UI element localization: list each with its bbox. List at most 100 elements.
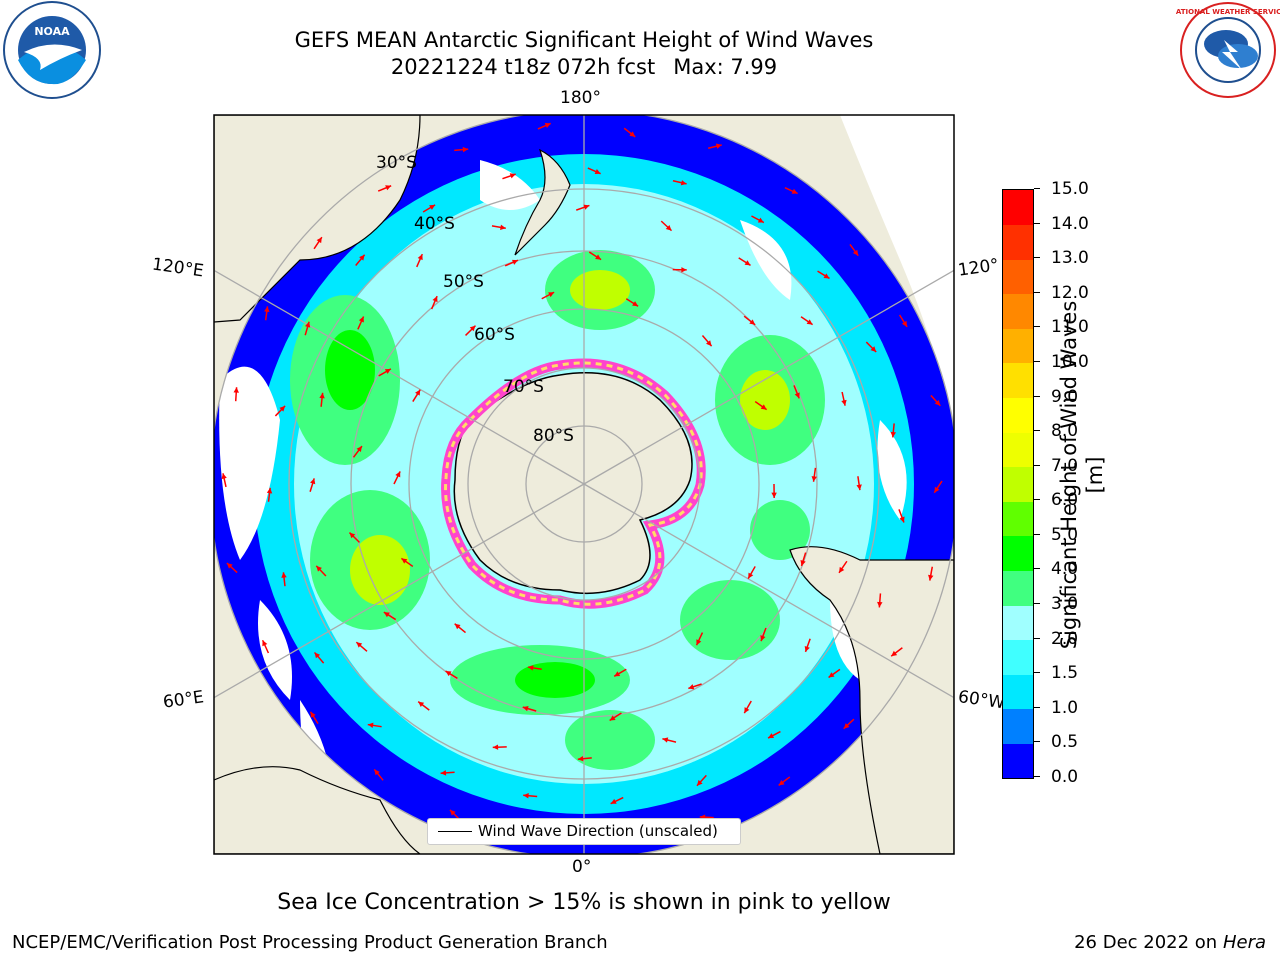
- colorbar-label: Significant Height of Wind Waves [m]: [1057, 300, 1107, 650]
- wind-arrow-head: [449, 809, 456, 816]
- wind-arrow-head: [281, 572, 287, 578]
- lat-label-80s: 80°S: [533, 426, 574, 446]
- wind-arrow-head: [934, 486, 940, 493]
- wind-arrow-head: [804, 645, 810, 652]
- lat-label-60s: 60°S: [474, 325, 515, 345]
- meridian-line: [533, 483, 585, 514]
- wind-arrow-head: [828, 672, 835, 678]
- wind-arrow-head: [527, 665, 534, 671]
- colorbar: [1002, 189, 1034, 779]
- wind-arrow-head: [544, 123, 551, 129]
- wind-arrow-head: [445, 670, 452, 677]
- wind-arrow-head: [492, 744, 499, 750]
- wind-arrow-head: [760, 404, 767, 410]
- wind-arrow-head: [367, 722, 374, 729]
- wind-arrow-head: [778, 779, 785, 786]
- wind-arrow-head: [583, 204, 590, 210]
- wind-arrow-head: [454, 623, 461, 630]
- wind-arrow-head: [852, 249, 859, 256]
- colorbar-tick-label: 4.0: [1034, 559, 1078, 579]
- wind-arrow-head: [823, 273, 830, 279]
- wind-arrow-head: [841, 399, 847, 406]
- wind-arrow-head: [681, 267, 687, 273]
- run-date-text: 26 Dec 2022 on: [1074, 932, 1218, 953]
- wind-arrow-head: [500, 224, 506, 231]
- wind-arrow-head: [349, 532, 356, 539]
- wind-arrow-head: [768, 733, 775, 739]
- wind-arrow-head: [577, 755, 584, 762]
- run-date: 26 Dec 2022 on Hera: [1074, 932, 1266, 953]
- wind-arrow-head: [226, 563, 233, 569]
- wind-arrow-head: [811, 476, 817, 482]
- colorbar-segment: [1003, 328, 1033, 364]
- wind-arrow-head: [757, 217, 764, 223]
- noaa-logo-text: NOAA: [34, 25, 70, 38]
- wind-arrow-head: [610, 798, 617, 804]
- colorbar-tick-label: 3.0: [1034, 594, 1078, 614]
- colorbar-segment: [1003, 674, 1033, 710]
- wind-arrow-head: [359, 254, 365, 261]
- wind-arrow-head: [418, 701, 425, 708]
- machine-name: Hera: [1222, 932, 1266, 953]
- meridian-line: [633, 512, 954, 699]
- wind-arrow-head: [316, 565, 322, 572]
- wind-arrow-head: [760, 635, 766, 642]
- colorbar-tick-label: 10.0: [1034, 352, 1089, 372]
- new-zealand: [514, 148, 571, 256]
- lat-label-70s: 70°S: [503, 377, 544, 397]
- producer-credit: NCEP/EMC/Verification Post Processing Pr…: [12, 932, 608, 953]
- wind-arrow-head: [899, 516, 905, 523]
- wind-arrow-head: [432, 296, 438, 303]
- colorbar-tick-label: 1.5: [1034, 663, 1078, 683]
- wind-arrow-head: [791, 188, 798, 194]
- wind-arrow-head: [680, 180, 687, 186]
- wind-arrow-head: [877, 601, 883, 608]
- lon-label-0: 0°: [572, 857, 592, 877]
- forecast-date: 20221224 t18z 072h fcst: [390, 55, 656, 79]
- wind-arrow-head: [696, 639, 702, 646]
- colorbar-segment: [1003, 639, 1033, 675]
- colorbar-tick-label: 1.0: [1034, 698, 1078, 718]
- wind-arrow-head: [358, 316, 364, 323]
- chart-title: GEFS MEAN Antarctic Significant Height o…: [294, 28, 874, 52]
- wind-arrow-head: [319, 392, 325, 399]
- wind-arrow-head: [509, 173, 516, 179]
- wind-arrow-head: [890, 431, 897, 438]
- wind-arrow-head: [594, 169, 601, 175]
- chart-subtitle: 20221224 t18z 072h fcst Max: 7.99: [184, 54, 984, 80]
- wind-arrow-head: [901, 320, 908, 327]
- map-frame: [213, 114, 955, 855]
- antarctica: [453, 372, 693, 595]
- wind-arrow-head: [385, 185, 392, 191]
- colorbar-tick-label: 11.0: [1034, 317, 1089, 337]
- wind-arrow-head: [688, 684, 695, 690]
- wind-arrow-head: [395, 471, 401, 478]
- wind-arrow-head: [843, 723, 850, 729]
- wind-arrow-head: [806, 319, 813, 325]
- wind-arrow-head: [870, 346, 877, 352]
- wind-arrow-head: [266, 487, 273, 494]
- colorbar-tick-label: 7.0: [1034, 456, 1078, 476]
- wind-arrow-head: [794, 392, 800, 399]
- graticule: [214, 115, 954, 854]
- wind-arrow-head: [522, 706, 529, 712]
- meridian-line: [583, 454, 635, 485]
- wind-arrow-head: [748, 572, 754, 579]
- colorbar-segment: [1003, 259, 1033, 295]
- wind-arrow-head: [744, 260, 751, 266]
- colorbar-tick-label: 6.0: [1034, 490, 1078, 510]
- colorbar-tick-label: 0.5: [1034, 732, 1078, 752]
- lat-label-50s: 50°S: [443, 272, 484, 292]
- wind-arrow-head: [595, 254, 602, 260]
- meridian-line: [214, 269, 535, 456]
- wind-arrow-head: [356, 642, 363, 648]
- wind-arrow-head: [614, 671, 621, 677]
- nws-logo-text: NATIONAL WEATHER SERVICE: [1176, 8, 1280, 16]
- wind-arrow-head: [415, 389, 421, 396]
- africa: [214, 766, 422, 854]
- wind-arrow-head: [665, 224, 672, 231]
- wind-arrow-head: [928, 574, 934, 581]
- colorbar-segment: [1003, 466, 1033, 502]
- wind-arrow-head: [316, 237, 322, 244]
